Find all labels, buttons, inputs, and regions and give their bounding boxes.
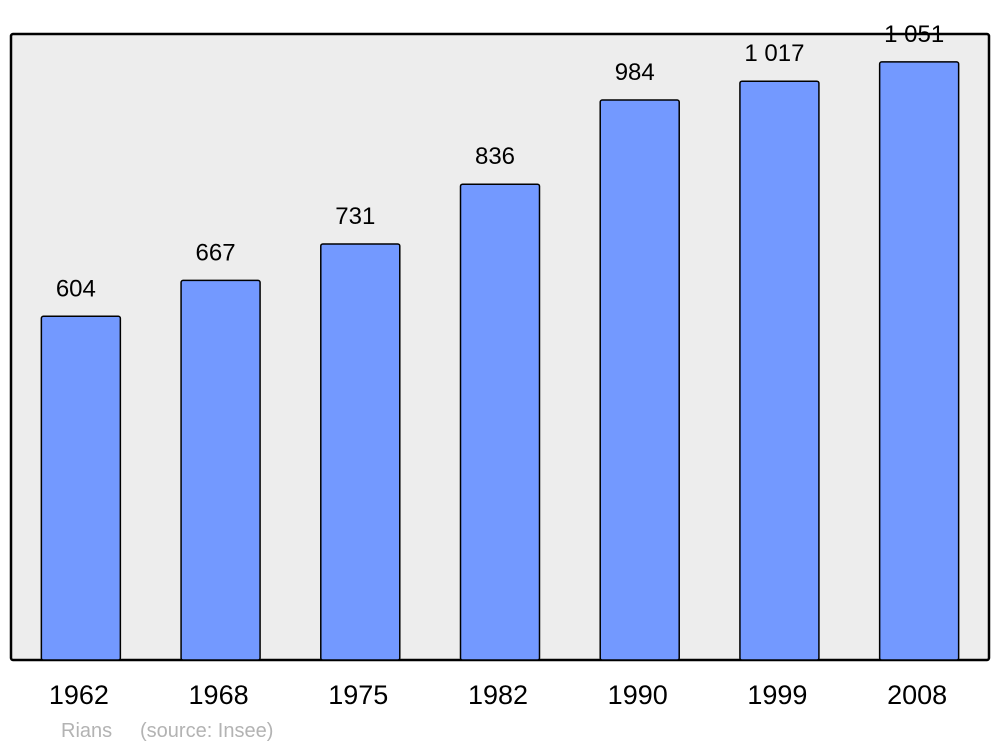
bar-1999 <box>739 80 820 661</box>
x-tick-label: 1982 <box>468 680 528 710</box>
value-label: 836 <box>475 143 515 170</box>
footer-place: Rians <box>61 720 112 742</box>
value-label: 604 <box>56 275 96 302</box>
value-label: 731 <box>335 203 375 230</box>
x-tick-label: 1999 <box>747 680 807 710</box>
footer-source: (source: Insee) <box>140 720 273 742</box>
bar-1962 <box>40 315 122 661</box>
bar-1975 <box>320 243 401 661</box>
bar-1968 <box>180 279 261 661</box>
x-tick-label: 2008 <box>887 680 947 710</box>
bar-1982 <box>459 183 541 661</box>
x-tick-label: 1975 <box>328 680 388 710</box>
value-label: 984 <box>615 59 655 86</box>
bar-2008 <box>878 61 960 661</box>
bar-1990 <box>599 99 680 661</box>
value-label: 1 051 <box>884 21 944 48</box>
value-label: 667 <box>196 239 236 266</box>
x-tick-label: 1962 <box>49 680 109 710</box>
x-tick-label: 1968 <box>189 680 249 710</box>
value-label: 1 017 <box>744 40 804 67</box>
x-tick-label: 1990 <box>608 680 668 710</box>
